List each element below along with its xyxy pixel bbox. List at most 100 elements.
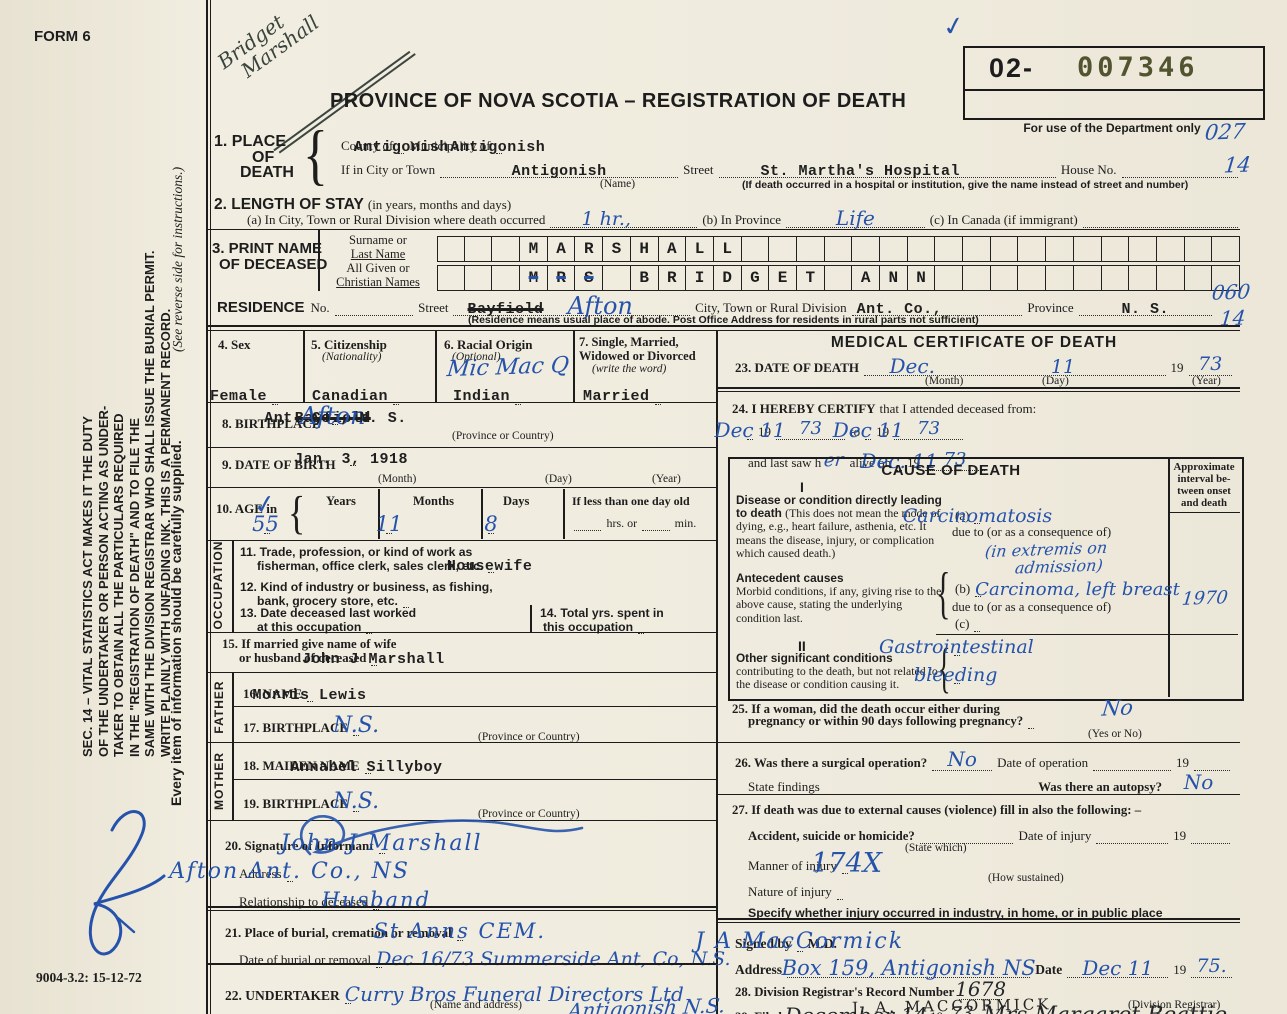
age-days-field: 8 <box>484 512 497 536</box>
division-registrar-caption: (Division Registrar) <box>1128 999 1221 1011</box>
certify-heading: 24. I HEREBY CERTIFY that I attended dec… <box>732 400 1036 418</box>
record-number-value: 1678 <box>955 977 1007 1001</box>
filed-date-value: December 14 <box>785 1004 928 1014</box>
registration-number-box: 02- 007346 <box>963 46 1265 120</box>
injury-year-field <box>1191 838 1230 844</box>
interval-header-line: tween onset <box>1177 485 1231 497</box>
letter-cell <box>824 265 853 291</box>
letter-cell <box>1129 265 1157 291</box>
birthplace-struck: Bayfield <box>294 410 371 427</box>
divider <box>716 391 1240 393</box>
letter-cell <box>1156 236 1185 262</box>
year-prefix: 19 <box>1173 828 1187 843</box>
year-prefix: 19 <box>1173 962 1187 977</box>
letter-cell: L <box>686 236 714 262</box>
informant-address-row: Address Afton Ant. Co., NS <box>169 859 710 884</box>
informant-signature-field: John J Marshall <box>281 831 481 856</box>
residence-street-handwritten: Afton <box>567 292 633 320</box>
min-label: min. <box>674 516 697 530</box>
birthplace-caption: (Province or Country) <box>452 430 554 442</box>
birthplace-label: 8. BIRTHPLACE <box>222 416 321 431</box>
divider <box>716 742 1240 744</box>
father-name-row: 16. NAME Morris Lewis <box>240 686 710 704</box>
birthplace-field: Bayfield Afton Ant. Co., N. S. <box>264 402 406 430</box>
citizenship-sub-label: (Nationality) <box>322 351 382 363</box>
age-days-value: 8 <box>484 512 498 536</box>
attended-from-row: Dec 11 19 73 to Dec 11 19 73 <box>715 418 1233 442</box>
maiden-name-field: Annabel Sillyboy <box>291 759 443 776</box>
to-label: to <box>850 424 861 439</box>
industry-field <box>402 602 409 608</box>
occupation-11-label-1: 11. Trade, profession, or kind of work a… <box>240 545 473 559</box>
letter-cell: L <box>713 236 742 262</box>
date-of-death-label: 23. DATE OF DEATH <box>735 360 859 375</box>
s3-title-1: 3. PRINT NAME <box>212 240 323 257</box>
physician-year-value: 75. <box>1196 955 1227 977</box>
father-birthplace-row: 17. BIRTHPLACE N.S. <box>240 713 710 738</box>
informant-address-field: Afton Ant. Co., NS <box>169 859 408 884</box>
year-prefix: 19 <box>876 424 890 439</box>
residence-caption: (Residence means usual place of abode. P… <box>468 314 979 326</box>
municipality-label: Municipality of <box>409 138 491 153</box>
cause-c-row: (c) <box>952 616 1164 632</box>
racial-origin-field <box>515 399 522 405</box>
s2-heading: 2. LENGTH OF STAY (in years, months and … <box>214 196 511 214</box>
physician-address-value: Box 159, Antigonish NS <box>781 956 1036 980</box>
institution-caption: (If death occurred in a hospital or inst… <box>742 179 1189 191</box>
mother-birthplace-caption: (Province or Country) <box>478 808 580 820</box>
pregnancy-field <box>1028 723 1035 729</box>
md-label: M.D. <box>807 936 837 951</box>
year-prefix: 19 <box>927 1009 946 1014</box>
divider <box>207 910 716 912</box>
total-years-field <box>638 628 645 634</box>
divider <box>207 672 716 674</box>
injury-date-label: Date of injury <box>1018 828 1092 843</box>
letter-cell <box>963 265 991 291</box>
cause-roman-two: II <box>798 638 806 654</box>
operation-date-label: Date of operation <box>997 755 1089 770</box>
form-border <box>206 0 208 1014</box>
letter-cell: A <box>658 236 687 262</box>
county-label: County of <box>341 138 394 153</box>
marital-field <box>654 399 661 405</box>
letter-cell <box>963 236 991 262</box>
operation-field: No <box>932 747 993 771</box>
signed-by-label: Signed by <box>735 936 792 951</box>
mother-birthplace-value: N.S. <box>332 789 380 814</box>
letter-cell <box>935 236 964 262</box>
city-town-value: Antigonish <box>511 163 607 180</box>
ink-flourish <box>88 810 166 956</box>
letter-cell <box>464 265 493 291</box>
physician-date-field: Dec 11 <box>1067 956 1169 980</box>
sidebar-line: TAKER TO OBTAIN ALL THE PARTICULARS REQU… <box>111 413 126 757</box>
cause-p2-rest: Morbid conditions, if any, giving rise t… <box>736 584 942 625</box>
mother-birthplace-row: 19. BIRTHPLACE N.S. <box>240 789 710 814</box>
residence-city-value: Ant. Co., <box>856 301 943 318</box>
marital-value-row: Married <box>580 388 714 405</box>
death-year-value: 73 <box>1198 353 1223 375</box>
letter-cell <box>852 236 880 262</box>
attended-from-field: Dec 11 <box>715 418 786 442</box>
s2-row: (a) In City, Town or Rural Division wher… <box>244 206 1240 230</box>
mother-birthplace-label: 19. BIRTHPLACE <box>243 796 349 811</box>
sidebar-line: SAME WITH THE DIVISION REGISTRAR WHO SHA… <box>142 250 157 757</box>
mother-maiden-row: 18. MAIDEN NAME Annabel Sillyboy <box>240 758 710 776</box>
box-divider <box>573 331 575 402</box>
letter-cell: R <box>575 236 604 262</box>
divider <box>207 402 716 404</box>
certify-rest: that I attended deceased from: <box>879 401 1037 416</box>
state-which-caption: (State which) <box>905 842 967 854</box>
stay-canada-field <box>1082 222 1238 228</box>
handwritten-annotation: Bridget Marshall <box>213 0 323 90</box>
letter-cell: S <box>603 236 631 262</box>
occupation-value: Housewife <box>446 558 533 575</box>
industry-12-label-2: bank, grocery store, etc. <box>257 594 398 608</box>
street-field: St. Martha's Hospital <box>718 163 1056 180</box>
municipality-value: Antigonish <box>450 139 546 156</box>
last-saw-year: 73 <box>943 449 967 470</box>
letter-cell <box>1018 265 1047 291</box>
surname-label: Surname or Last Name <box>322 233 434 261</box>
stay-province-label: (b) In Province <box>702 212 782 227</box>
spouse-field: John J Marshall <box>302 651 444 668</box>
